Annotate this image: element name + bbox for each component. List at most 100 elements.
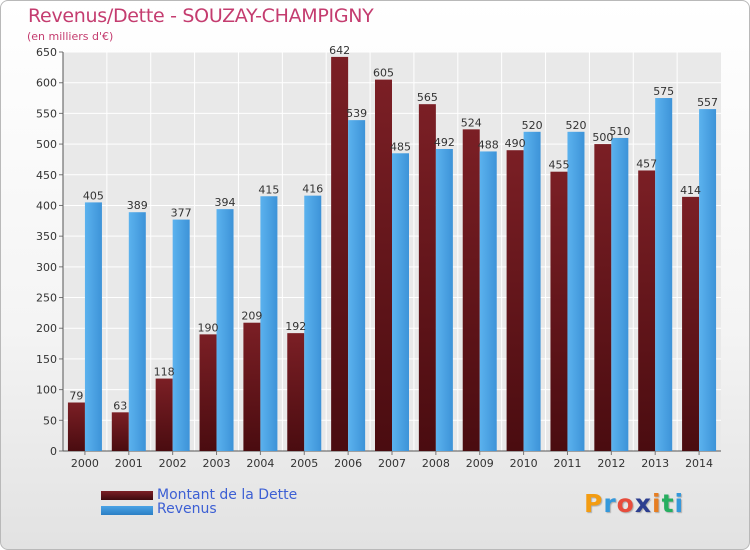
- bar-revenus: [435, 148, 453, 452]
- bar-dette: [67, 402, 85, 451]
- logo-letter: t: [661, 489, 675, 518]
- legend-swatch-revenus: [101, 506, 153, 515]
- chart-title: Revenus/Dette - SOUZAY-CHAMPIGNY: [28, 5, 374, 27]
- bar-revenus: [216, 209, 234, 451]
- data-label-dette: 190: [198, 321, 219, 334]
- y-tick-label: 150: [36, 353, 57, 366]
- data-label-dette: 457: [636, 157, 657, 170]
- data-label-revenus: 405: [83, 189, 104, 202]
- data-label-dette: 500: [592, 131, 613, 144]
- bar-dette: [375, 79, 392, 451]
- y-tick-label: 350: [36, 230, 57, 243]
- data-label-revenus: 377: [171, 207, 192, 220]
- x-tick-label: 2001: [115, 457, 143, 470]
- y-tick-label: 50: [43, 414, 57, 427]
- bar-revenus: [304, 195, 322, 451]
- bar-dette: [638, 170, 656, 452]
- proxiti-logo: Proxiti: [584, 489, 684, 518]
- data-label-revenus: 415: [258, 183, 279, 196]
- logo-letter: x: [634, 489, 652, 518]
- bar-revenus: [348, 120, 366, 451]
- bar-dette: [506, 150, 524, 451]
- bar-revenus: [128, 212, 146, 451]
- x-tick-label: 2010: [510, 457, 538, 470]
- bar-revenus: [567, 131, 585, 452]
- y-tick-label: 200: [36, 322, 57, 335]
- logo-letter: r: [603, 489, 617, 518]
- bar-dette: [199, 334, 217, 451]
- bar-revenus: [611, 137, 629, 451]
- data-label-revenus: 389: [127, 199, 148, 212]
- data-label-dette: 605: [373, 67, 394, 80]
- data-label-revenus: 539: [346, 107, 367, 120]
- data-label-dette: 455: [548, 159, 569, 172]
- legend-label-dette: Montant de la Dette: [157, 487, 298, 503]
- x-tick-label: 2002: [159, 457, 187, 470]
- bar-revenus: [699, 109, 717, 451]
- data-label-revenus: 510: [609, 125, 630, 138]
- bar-revenus: [655, 98, 673, 452]
- y-tick-label: 500: [36, 138, 57, 151]
- legend-swatch-dette: [101, 491, 153, 500]
- bar-dette: [550, 171, 568, 451]
- bar-dette: [418, 104, 436, 451]
- chart-subtitle: (en milliers d'€): [27, 30, 114, 43]
- data-label-revenus: 416: [302, 183, 323, 196]
- y-tick-label: 650: [36, 46, 57, 59]
- data-label-dette: 490: [505, 137, 526, 150]
- bar-revenus: [172, 219, 190, 451]
- legend-label-revenus: Revenus: [157, 501, 217, 517]
- x-tick-label: 2007: [378, 457, 406, 470]
- data-label-revenus: 485: [390, 140, 411, 153]
- data-label-revenus: 394: [215, 196, 236, 209]
- data-label-dette: 524: [461, 116, 482, 129]
- bar-dette: [462, 129, 480, 452]
- data-label-revenus: 520: [565, 119, 586, 132]
- x-tick-label: 2013: [641, 457, 669, 470]
- data-label-revenus: 575: [653, 85, 674, 98]
- y-tick-label: 400: [36, 199, 57, 212]
- x-tick-label: 2011: [553, 457, 581, 470]
- bar-dette: [682, 196, 700, 451]
- data-label-revenus: 488: [478, 138, 499, 151]
- data-label-dette: 565: [417, 91, 438, 104]
- x-tick-label: 2004: [246, 457, 274, 470]
- data-label-dette: 192: [285, 320, 306, 333]
- x-tick-label: 2009: [466, 457, 494, 470]
- logo-letter: i: [652, 489, 662, 518]
- bar-dette: [287, 333, 305, 451]
- bar-revenus: [479, 151, 497, 452]
- bar-dette: [331, 56, 349, 452]
- y-tick-label: 100: [36, 384, 57, 397]
- x-tick-label: 2003: [203, 457, 231, 470]
- x-tick-label: 2012: [597, 457, 625, 470]
- data-label-dette: 642: [329, 44, 350, 57]
- bar-revenus: [523, 131, 541, 452]
- bar-dette: [243, 322, 261, 451]
- logo-letter: o: [616, 489, 635, 518]
- y-tick-label: 550: [36, 107, 57, 120]
- bar-revenus: [84, 202, 102, 451]
- x-tick-label: 2000: [71, 457, 99, 470]
- y-tick-label: 600: [36, 77, 57, 90]
- data-label-dette: 209: [241, 310, 262, 323]
- x-tick-label: 2005: [290, 457, 318, 470]
- bar-revenus: [392, 153, 409, 452]
- logo-letter: i: [674, 489, 685, 518]
- data-label-dette: 414: [680, 184, 701, 197]
- data-label-dette: 79: [69, 390, 83, 403]
- bar-revenus: [260, 196, 278, 451]
- data-label-revenus: 492: [434, 136, 455, 149]
- logo-letter: P: [584, 489, 604, 518]
- data-label-revenus: 557: [697, 96, 718, 109]
- data-label-dette: 118: [154, 366, 175, 379]
- bar-dette: [111, 412, 129, 451]
- x-tick-label: 2008: [422, 457, 450, 470]
- bar-dette: [155, 378, 173, 451]
- data-label-revenus: 520: [522, 119, 543, 132]
- y-tick-label: 450: [36, 169, 57, 182]
- bar-dette: [594, 144, 612, 452]
- x-tick-label: 2014: [685, 457, 713, 470]
